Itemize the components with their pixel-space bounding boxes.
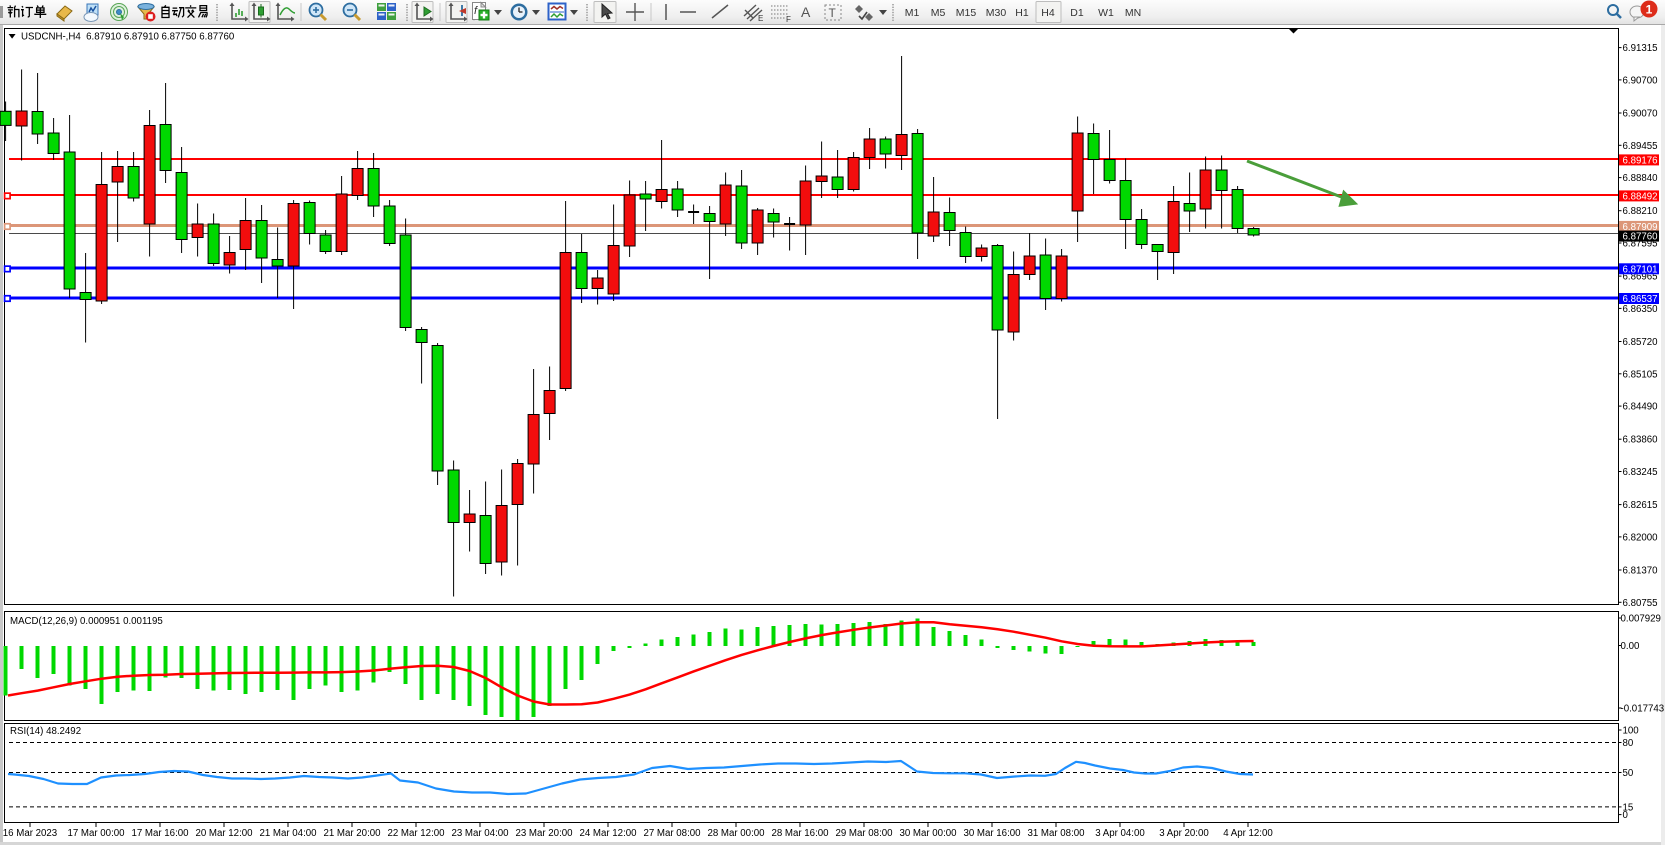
svg-text:6.85105: 6.85105 [1623,369,1658,380]
svg-text:24 Mar 12:00: 24 Mar 12:00 [579,828,637,839]
svg-text:100: 100 [1623,726,1640,737]
svg-text:MN: MN [1125,7,1141,19]
svg-text:H1: H1 [1015,7,1029,19]
svg-text:6.84490: 6.84490 [1623,402,1659,413]
svg-text:6.91315: 6.91315 [1623,43,1658,54]
svg-text:4 Apr 12:00: 4 Apr 12:00 [1223,828,1273,839]
svg-text:1: 1 [1646,3,1653,17]
svg-text:D1: D1 [1070,7,1084,19]
svg-text:6.89455: 6.89455 [1623,141,1658,152]
svg-text:6.87760: 6.87760 [1623,232,1659,243]
svg-text:T: T [829,6,837,20]
svg-text:RSI(14) 48.2492: RSI(14) 48.2492 [10,726,81,737]
svg-text:6.83860: 6.83860 [1623,435,1659,446]
svg-text:3 Apr 20:00: 3 Apr 20:00 [1159,828,1209,839]
svg-text:6.87595: 6.87595 [1623,239,1658,250]
svg-text:6.82000: 6.82000 [1623,532,1659,543]
svg-text:80: 80 [1623,738,1634,749]
svg-text:20 Mar 12:00: 20 Mar 12:00 [195,828,253,839]
svg-text:M5: M5 [931,7,946,19]
svg-text:16 Mar 2023: 16 Mar 2023 [3,828,57,839]
svg-text:M15: M15 [956,7,977,19]
svg-text:31 Mar 08:00: 31 Mar 08:00 [1027,828,1085,839]
svg-text:0.00: 0.00 [1621,641,1640,652]
svg-text:3 Apr 04:00: 3 Apr 04:00 [1095,828,1145,839]
svg-text:50: 50 [1623,768,1634,779]
svg-text:6.83245: 6.83245 [1623,467,1658,478]
svg-text:-0.017743: -0.017743 [1621,704,1665,715]
svg-text:f: f [474,5,478,17]
svg-text:6.88492: 6.88492 [1623,191,1658,202]
svg-text:28 Mar 16:00: 28 Mar 16:00 [771,828,829,839]
svg-text:28 Mar 00:00: 28 Mar 00:00 [707,828,765,839]
svg-text:A: A [801,4,811,20]
svg-text:6.90700: 6.90700 [1623,75,1659,86]
svg-text:22 Mar 12:00: 22 Mar 12:00 [387,828,445,839]
svg-text:6.86350: 6.86350 [1623,304,1659,315]
svg-text:6.86537: 6.86537 [1623,294,1658,305]
svg-text:W1: W1 [1098,7,1114,19]
svg-text:F: F [786,15,791,24]
svg-text:27 Mar 08:00: 27 Mar 08:00 [643,828,701,839]
svg-text:6.85720: 6.85720 [1623,337,1659,348]
svg-text:MACD(12,26,9) 0.000951 0.00119: MACD(12,26,9) 0.000951 0.001195 [10,616,163,627]
svg-text:6.81370: 6.81370 [1623,566,1659,577]
svg-text:0: 0 [1623,810,1629,821]
svg-text:6.87101: 6.87101 [1623,264,1658,275]
svg-text:6.90070: 6.90070 [1623,109,1659,120]
svg-text:17 Mar 16:00: 17 Mar 16:00 [131,828,189,839]
svg-text:6.82615: 6.82615 [1623,500,1658,511]
svg-text:23 Mar 04:00: 23 Mar 04:00 [451,828,509,839]
svg-text:6.88840: 6.88840 [1623,173,1659,184]
svg-text:6.89176: 6.89176 [1623,155,1658,166]
svg-text:6.80755: 6.80755 [1623,598,1658,609]
svg-text:29 Mar 08:00: 29 Mar 08:00 [835,828,893,839]
svg-text:6.88210: 6.88210 [1623,206,1659,217]
svg-text:30 Mar 00:00: 30 Mar 00:00 [899,828,957,839]
svg-text:21 Mar 20:00: 21 Mar 20:00 [323,828,381,839]
svg-text:H4: H4 [1041,7,1055,19]
svg-text:6.86965: 6.86965 [1623,272,1658,283]
svg-text:M1: M1 [905,7,920,19]
svg-text:30 Mar 16:00: 30 Mar 16:00 [963,828,1021,839]
svg-text:0.007929: 0.007929 [1621,614,1661,625]
svg-text:15: 15 [1623,802,1634,813]
svg-text:23 Mar 20:00: 23 Mar 20:00 [515,828,573,839]
svg-text:21 Mar 04:00: 21 Mar 04:00 [259,828,317,839]
svg-text:6.87909: 6.87909 [1623,222,1658,233]
svg-text:M30: M30 [986,7,1007,19]
svg-text:17 Mar 00:00: 17 Mar 00:00 [67,828,125,839]
svg-text:USDCNH-,H4 6.87910 6.87910 6.: USDCNH-,H4 6.87910 6.87910 6.87750 6.877… [21,32,235,43]
svg-text:E: E [758,14,763,23]
